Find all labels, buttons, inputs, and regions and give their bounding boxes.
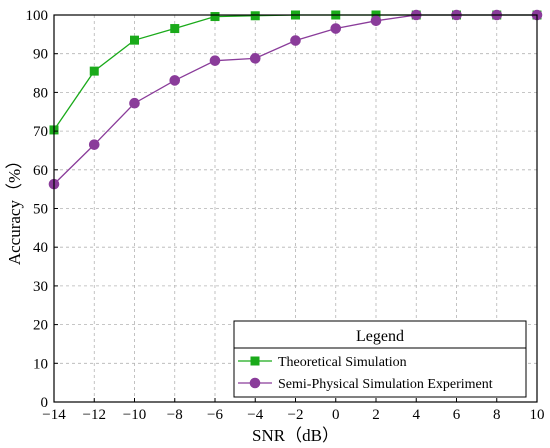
data-point bbox=[170, 24, 180, 34]
x-tick-label: 2 bbox=[372, 407, 380, 423]
axis-ticks: −14 −12 −10 −8 −6 −4 −2 0 2 4 6 8 100102030405060708… bbox=[26, 8, 545, 423]
legend-marker bbox=[250, 356, 260, 366]
x-tick-label: −12 bbox=[83, 407, 106, 423]
x-tick-label: −10 bbox=[123, 407, 146, 423]
y-tick-label: 10 bbox=[33, 356, 48, 372]
y-tick-label: 100 bbox=[26, 8, 49, 24]
y-tick-label: 70 bbox=[33, 124, 48, 140]
data-point bbox=[129, 97, 140, 109]
x-tick-label: 0 bbox=[332, 407, 340, 423]
y-axis-title: Accuracy（%） bbox=[5, 152, 24, 265]
data-point bbox=[210, 12, 220, 22]
y-tick-label: 40 bbox=[33, 240, 48, 256]
legend-entry: Semi-Physical Simulation Experiment bbox=[238, 377, 493, 392]
data-point bbox=[249, 53, 261, 64]
data-point bbox=[370, 15, 382, 27]
x-tick-label: 6 bbox=[453, 407, 461, 423]
x-tick-label: −8 bbox=[167, 407, 183, 423]
y-tick-label: 20 bbox=[33, 318, 48, 334]
x-tick-label: −6 bbox=[207, 407, 223, 423]
legend-title: Legend bbox=[356, 328, 404, 345]
y-tick-label: 60 bbox=[33, 163, 48, 179]
y-tick-label: 0 bbox=[41, 395, 49, 411]
data-point bbox=[89, 66, 99, 76]
y-tick-label: 90 bbox=[33, 47, 48, 63]
x-tick-label: −14 bbox=[42, 407, 66, 423]
data-point bbox=[130, 35, 139, 45]
y-tick-label: 50 bbox=[33, 202, 48, 218]
y-tick-label: 30 bbox=[33, 279, 48, 295]
legend-entries: Theoretical Simulation Semi-Physical Simu… bbox=[238, 355, 493, 392]
x-tick-label: 10 bbox=[530, 407, 545, 423]
data-point bbox=[209, 55, 221, 66]
data-point bbox=[88, 139, 100, 150]
legend-marker bbox=[249, 377, 261, 389]
data-point bbox=[290, 35, 301, 46]
legend: Legend Theoretical Simulation Semi-Physic… bbox=[233, 320, 527, 398]
legend-label: Semi-Physical Simulation Experiment bbox=[278, 377, 493, 392]
x-tick-label: −2 bbox=[288, 407, 304, 423]
legend-label: Theoretical Simulation bbox=[278, 355, 407, 370]
data-point bbox=[250, 11, 260, 21]
legend-box bbox=[233, 320, 527, 398]
legend-entry: Theoretical Simulation bbox=[238, 355, 407, 370]
x-axis-title: SNR（dB） bbox=[252, 426, 339, 445]
x-tick-label: −4 bbox=[247, 407, 263, 423]
x-tick-label: 4 bbox=[413, 407, 421, 423]
data-point bbox=[169, 75, 181, 86]
y-tick-label: 80 bbox=[33, 85, 48, 101]
x-tick-label: 8 bbox=[493, 407, 501, 423]
data-point bbox=[330, 23, 342, 34]
